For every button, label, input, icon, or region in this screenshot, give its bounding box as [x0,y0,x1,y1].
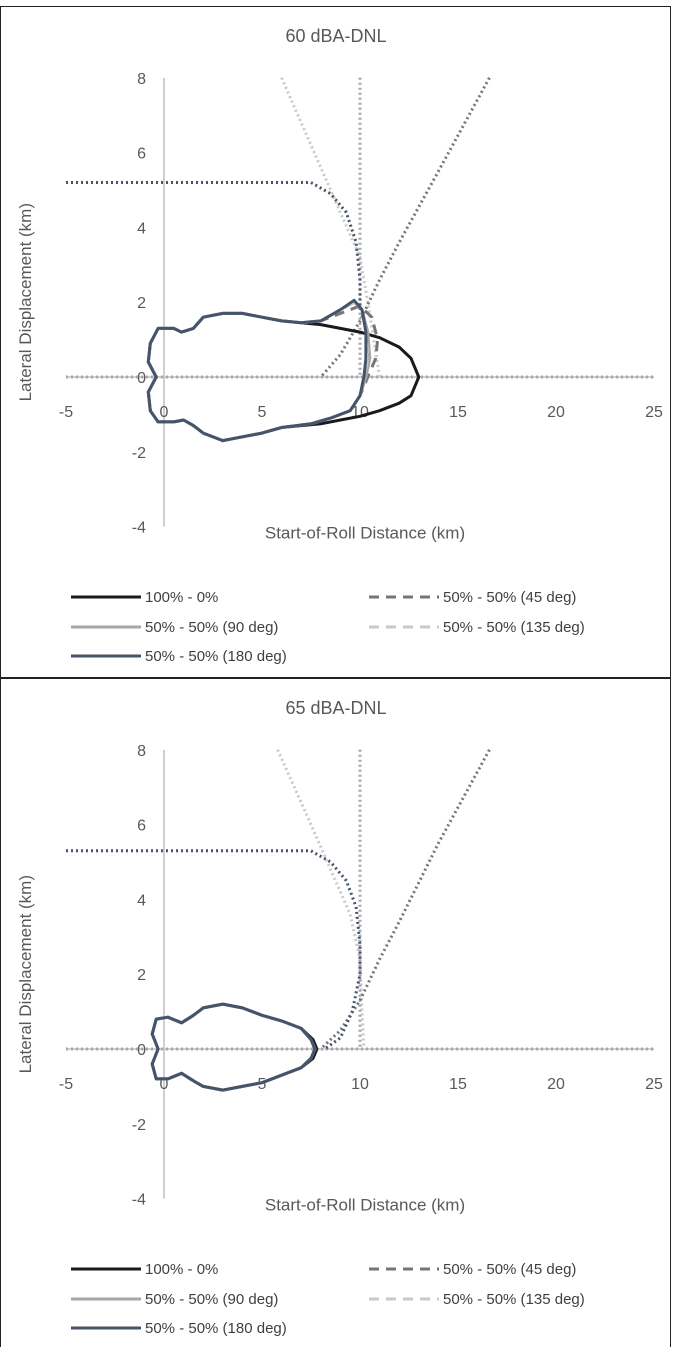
legend-label-50-50-90-deg: 50% - 50% (90 deg) [145,619,278,636]
x-tick-label: 20 [547,404,565,421]
y-tick-label: 6 [137,818,146,835]
chart-title: 65 dBA-DNL [285,698,386,718]
x-tick-label: 0 [160,404,169,421]
x-axis-label: Start-of-Roll Distance (km) [265,524,465,543]
y-tick-label: -4 [132,520,146,537]
y-tick-label: 2 [137,295,146,312]
dotted-reference-line [321,750,490,1049]
y-tick-label: 8 [137,743,146,760]
legend-label-50-50-180-deg: 50% - 50% (180 deg) [145,648,287,665]
y-tick-label: 2 [137,967,146,984]
chart-title: 60 dBA-DNL [285,26,386,46]
x-tick-label: -5 [59,1076,73,1093]
y-tick-label: -4 [132,1192,146,1209]
chart-panel-65: 65 dBA-DNL -4 -2 0 2 4 6 8 -5 0 5 10 15 20 25 Start-of-… [0,678,671,1347]
legend-label-100-0: 100% - 0% [145,1261,218,1278]
legend-label-50-50-135-deg: 50% - 50% (135 deg) [443,1291,585,1308]
legend-label-50-50-90-deg: 50% - 50% (90 deg) [145,1291,278,1308]
y-tick-label: 8 [137,71,146,88]
legend-label-50-50-45-deg: 50% - 50% (45 deg) [443,1261,576,1278]
x-tick-label: 20 [547,1076,565,1093]
x-tick-label: 5 [258,404,267,421]
y-tick-label: 4 [137,220,146,237]
legend-label-50-50-45-deg: 50% - 50% (45 deg) [443,589,576,606]
y-axis-label: Lateral Displacement (km) [16,203,35,401]
series-line-50-50-135-deg [152,1004,315,1090]
chart-panel-60: 60 dBA-DNL -4 -2 0 2 4 6 8 -5 0 5 10 15 20 25 Start-of-… [0,6,671,678]
x-axis-label: Start-of-Roll Distance (km) [265,1196,465,1215]
series-line-50-50-90-deg [152,1004,315,1090]
x-tick-label: 15 [449,1076,467,1093]
series-line-50-50-45-deg [152,1004,315,1090]
y-tick-label: 6 [137,146,146,163]
legend-label-100-0: 100% - 0% [145,589,218,606]
y-tick-label: -2 [132,1117,146,1134]
series-line-100-0 [152,1004,317,1090]
dotted-reference-line [278,750,364,1049]
dotted-reference-line [66,183,360,310]
series-line-50-50-180-deg [152,1004,315,1090]
y-axis-label: Lateral Displacement (km) [16,875,35,1073]
legend-label-50-50-180-deg: 50% - 50% (180 deg) [145,1320,287,1337]
x-tick-label: 15 [449,404,467,421]
x-tick-label: 25 [645,404,663,421]
legend-label-50-50-135-deg: 50% - 50% (135 deg) [443,619,585,636]
y-tick-label: -2 [132,445,146,462]
y-tick-label: 4 [137,892,146,909]
x-tick-label: 10 [351,1076,369,1093]
x-tick-label: 25 [645,1076,663,1093]
dotted-reference-line [66,851,360,1049]
dotted-reference-line [321,78,490,377]
x-tick-label: -5 [59,404,73,421]
